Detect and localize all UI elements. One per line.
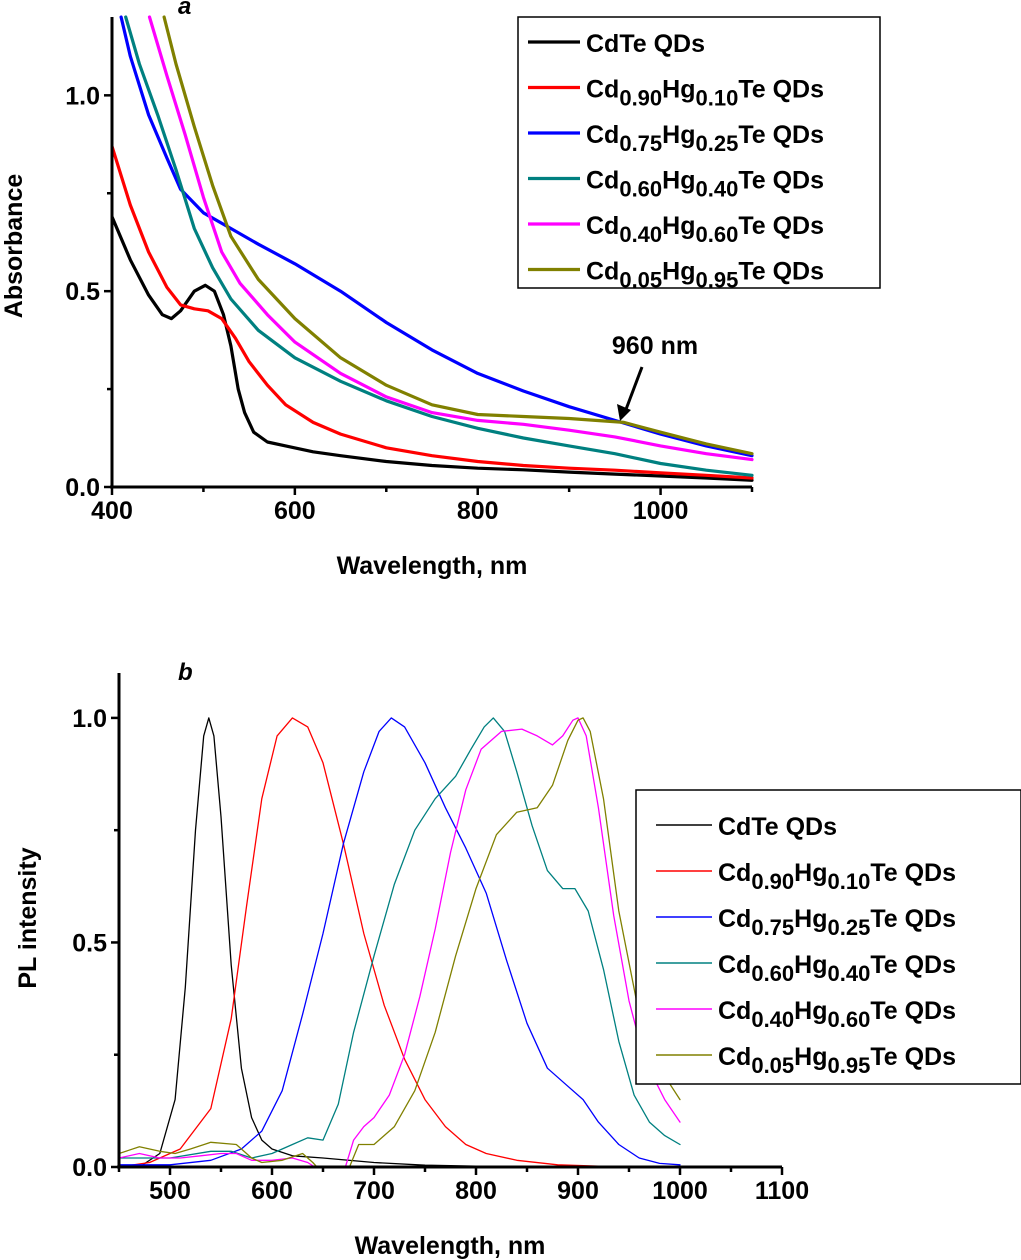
- panel-b-y-axis-title: PL intensity: [14, 847, 42, 988]
- panel-b-legend: CdTe QDs Cd0.90Hg0.10Te QDs Cd0.75Hg0.25Te…: [635, 789, 1021, 1085]
- annotation-label: 960 nm: [612, 332, 698, 360]
- legend-item: Cd0.60Hg0.40Te QDs: [656, 951, 956, 986]
- legend-item: Cd0.75Hg0.25Te QDs: [528, 121, 824, 156]
- legend-label: Cd0.90Hg0.10Te QDs: [586, 76, 824, 111]
- y-tick-label: 0.5: [65, 278, 100, 306]
- series-line-b-5-seg0: [119, 1141, 318, 1167]
- series-line-a-4: [147, 15, 754, 462]
- legend-item: Cd0.60Hg0.40Te QDs: [528, 167, 824, 202]
- panel-a-legend-box: [517, 16, 881, 289]
- series-line-b-5-seg1: [348, 717, 681, 1167]
- x-tick-label: 800: [457, 497, 499, 525]
- legend-item: Cd0.90Hg0.10Te QDs: [528, 76, 824, 111]
- panel-b-x-axis-title: Wavelength, nm: [355, 1232, 546, 1260]
- legend-item: Cd0.90Hg0.10Te QDs: [656, 859, 956, 894]
- legend-label: Cd0.60Hg0.40Te QDs: [586, 167, 824, 202]
- legend-item: Cd0.75Hg0.25Te QDs: [656, 905, 956, 940]
- panel-b-legend-box: [635, 789, 1021, 1085]
- series-line-b-4-seg1: [344, 717, 681, 1167]
- series-line-b-3: [119, 717, 681, 1159]
- series-line-a-0: [112, 215, 754, 482]
- series-line-b-2: [119, 717, 681, 1166]
- legend-item: Cd0.40Hg0.60Te QDs: [656, 997, 956, 1032]
- legend-label: Cd0.60Hg0.40Te QDs: [718, 951, 956, 986]
- legend-item: CdTe QDs: [528, 30, 705, 58]
- panel-a-ticks: 400 600 800 1000 0.0 0.5 1.0: [65, 82, 754, 525]
- y-tick-label: 0.5: [72, 929, 107, 957]
- panel-a-legend: CdTe QDs Cd0.90Hg0.10Te QDs Cd0.75Hg0.25Te…: [517, 16, 881, 293]
- panel-b-series-group: [119, 717, 681, 1167]
- panel-b-label: b: [178, 659, 193, 686]
- x-tick-label: 1000: [633, 497, 689, 525]
- y-tick-label: 1.0: [65, 82, 100, 110]
- panel-a-y-axis-title: Absorbance: [0, 174, 28, 319]
- annotation-arrow-shaft: [623, 366, 644, 413]
- panel-a-series-group: [112, 15, 754, 482]
- legend-label: Cd0.90Hg0.10Te QDs: [718, 859, 956, 894]
- y-tick-label: 1.0: [72, 705, 107, 733]
- panel-a-label: a: [178, 0, 191, 20]
- series-line-b-4-seg0: [119, 1152, 316, 1167]
- panel-b-ticks: 500 600 700 800 900 1000 1100 0.0 0.5 1.0: [72, 705, 809, 1205]
- x-tick-label: 900: [557, 1177, 599, 1205]
- x-tick-label: 400: [91, 497, 133, 525]
- legend-item: Cd0.40Hg0.60Te QDs: [528, 212, 824, 247]
- legend-label: Cd0.05Hg0.95Te QDs: [586, 258, 824, 293]
- x-tick-label: 700: [353, 1177, 395, 1205]
- legend-label: Cd0.40Hg0.60Te QDs: [586, 212, 824, 247]
- legend-label: Cd0.05Hg0.95Te QDs: [718, 1043, 956, 1078]
- legend-label: Cd0.40Hg0.60Te QDs: [718, 997, 956, 1032]
- legend-item: Cd0.05Hg0.95Te QDs: [528, 258, 824, 293]
- legend-item: CdTe QDs: [656, 813, 837, 841]
- annotation-arrow-head: [617, 404, 631, 421]
- x-tick-label: 1000: [652, 1177, 708, 1205]
- panel-a-annotation-960nm: 960 nm: [612, 332, 698, 421]
- legend-label: CdTe QDs: [586, 30, 705, 58]
- x-tick-label: 1100: [755, 1177, 809, 1205]
- legend-item: Cd0.05Hg0.95Te QDs: [656, 1043, 956, 1078]
- x-tick-label: 600: [274, 497, 316, 525]
- series-line-a-5: [162, 15, 754, 456]
- panel-a-x-axis-title: Wavelength, nm: [337, 552, 528, 580]
- series-line-b-0: [119, 717, 528, 1167]
- x-tick-label: 500: [149, 1177, 191, 1205]
- legend-label: Cd0.75Hg0.25Te QDs: [718, 905, 956, 940]
- series-line-a-1: [112, 144, 754, 480]
- y-tick-label: 0.0: [72, 1154, 107, 1182]
- legend-label: Cd0.75Hg0.25Te QDs: [586, 121, 824, 156]
- x-tick-label: 600: [251, 1177, 293, 1205]
- x-tick-label: 800: [455, 1177, 497, 1205]
- series-line-a-3: [124, 15, 754, 477]
- panel-b-pl-chart: 500 600 700 800 900 1000 1100 0.0 0.5 1.0 b Wavel…: [14, 659, 1021, 1260]
- legend-label: CdTe QDs: [718, 813, 837, 841]
- y-tick-label: 0.0: [65, 474, 100, 502]
